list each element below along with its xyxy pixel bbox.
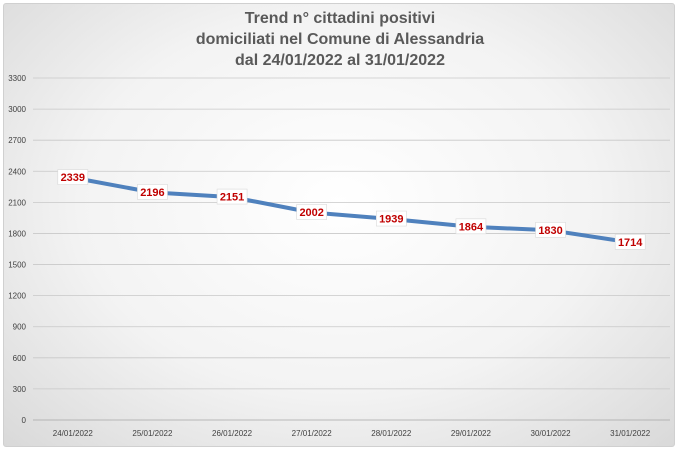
data-label-box — [614, 234, 646, 250]
chart-title: Trend n° cittadini positivi domiciliati … — [0, 8, 680, 71]
x-tick-label: 26/01/2022 — [212, 429, 253, 438]
x-tick-label: 24/01/2022 — [53, 429, 94, 438]
chart-title-line-2: domiciliati nel Comune di Alessandria — [195, 31, 485, 48]
data-label-box — [455, 218, 487, 235]
y-tick-label: 3000 — [8, 105, 26, 114]
y-tick-label: 2400 — [8, 167, 26, 176]
data-label: 1939 — [379, 214, 403, 226]
y-tick-label: 900 — [13, 323, 27, 332]
data-label-box — [296, 204, 327, 220]
x-tick-label: 30/01/2022 — [531, 429, 572, 438]
x-tick-label: 29/01/2022 — [451, 429, 492, 438]
data-label: 2339 — [61, 172, 85, 184]
chart-title-line-1: Trend n° cittadini positivi — [244, 10, 436, 27]
data-label: 2151 — [220, 192, 244, 204]
x-tick-label: 28/01/2022 — [371, 429, 412, 438]
data-label: 2196 — [140, 187, 164, 199]
y-tick-label: 0 — [22, 416, 27, 425]
y-tick-label: 1500 — [8, 261, 26, 270]
y-tick-label: 3300 — [8, 74, 26, 83]
data-label: 1864 — [459, 221, 484, 233]
y-tick-label: 2100 — [8, 198, 26, 207]
data-label: 1830 — [538, 225, 562, 237]
data-label: 1714 — [618, 237, 643, 249]
data-label-box — [376, 210, 407, 227]
y-tick-label: 2700 — [8, 136, 26, 145]
data-label-box — [137, 184, 168, 200]
x-tick-label: 25/01/2022 — [132, 429, 173, 438]
data-label-box — [535, 222, 566, 238]
y-tick-label: 300 — [13, 385, 27, 394]
x-tick-label: 27/01/2022 — [292, 429, 333, 438]
x-tick-label: 31/01/2022 — [610, 429, 651, 438]
data-label-box — [57, 169, 89, 185]
y-tick-label: 1800 — [8, 229, 26, 238]
data-label-box — [216, 188, 248, 205]
chart-title-line-3: dal 24/01/2022 al 31/01/2022 — [235, 52, 445, 69]
y-tick-label: 600 — [13, 354, 27, 363]
y-tick-label: 1200 — [8, 292, 26, 301]
data-label: 2002 — [299, 207, 323, 219]
